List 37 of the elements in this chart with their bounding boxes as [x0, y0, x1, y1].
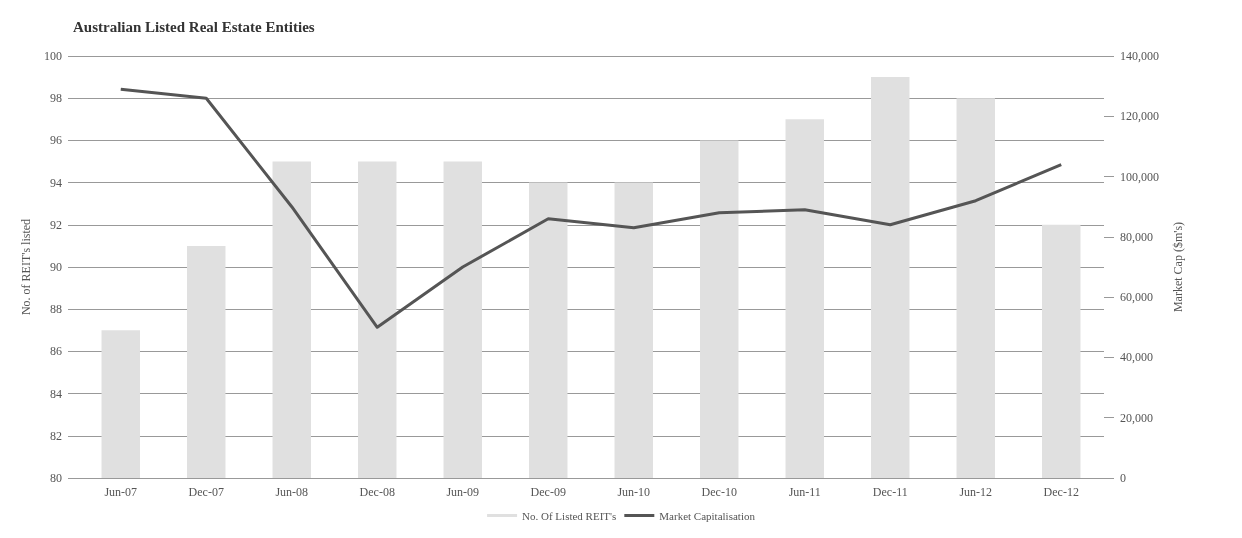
y-tick-label: 84: [50, 386, 62, 401]
y-tick-label: 88: [50, 302, 62, 317]
x-tick-label: Dec-10: [701, 485, 737, 499]
y2-tick-label: 60,000: [1120, 290, 1153, 305]
line-series: [119, 87, 1063, 329]
x-tick-label: Jun-11: [788, 485, 821, 499]
y-tick-label: 90: [50, 260, 62, 274]
y2-axis-title: Market Cap ($m's): [1171, 221, 1185, 313]
y-tick-label: 82: [50, 428, 62, 443]
x-tick-label: Dec-11: [872, 485, 908, 499]
x-tick-label: Jun-10: [617, 485, 651, 499]
y2-tick-label: 120,000: [1120, 109, 1159, 124]
y-tick-label: 86: [50, 344, 62, 359]
chart-title: Australian Listed Real Estate Entities: [73, 18, 315, 35]
x-tick-label: Jun-12: [959, 485, 993, 499]
y2-tick-label: 100,000: [1120, 169, 1159, 184]
legend-label: No. Of Listed REIT's: [522, 509, 617, 522]
y-axis-title: No. of REIT's listed: [19, 218, 33, 316]
x-tick-label: Jun-07: [104, 485, 138, 499]
x-tick-label: Dec-08: [359, 485, 395, 499]
x-tick-label: Dec-12: [1043, 485, 1079, 499]
y2-tick-label: 140,000: [1120, 49, 1159, 63]
y-tick-label: 80: [50, 471, 62, 485]
y2-tick-label: 80,000: [1120, 229, 1153, 244]
y2-tick-label: 0: [1120, 471, 1126, 485]
y2-tick-label: 40,000: [1120, 350, 1153, 365]
y-tick-label: 94: [50, 175, 62, 190]
y-tick-label: 96: [50, 133, 62, 148]
y-tick-label: 100: [44, 49, 62, 63]
y-tick-label: 92: [50, 217, 62, 232]
x-tick-label: Dec-09: [530, 485, 566, 499]
y2-tick-label: 20,000: [1120, 410, 1153, 425]
x-tick-label: Jun-09: [446, 485, 480, 499]
legend-label: Market Capitalisation: [659, 509, 756, 522]
x-tick-label: Jun-08: [275, 485, 309, 499]
y-tick-label: 98: [50, 91, 62, 106]
x-tick-label: Dec-07: [188, 485, 224, 499]
